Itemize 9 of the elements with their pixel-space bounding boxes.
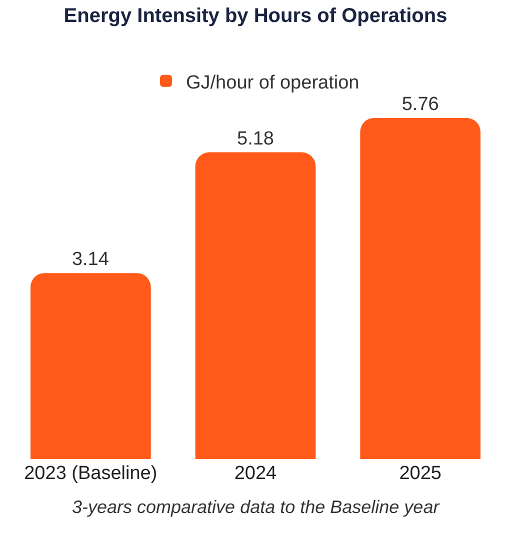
- data-label: 5.18: [237, 128, 274, 150]
- text: 3-years comparative data to the Baseline year: [72, 497, 440, 517]
- data-label: 5.76: [402, 94, 439, 115]
- x-tick-label: 2023 (Baseline): [24, 463, 158, 484]
- x-tick-label: 2025: [399, 463, 442, 484]
- chart-title: Energy Intensity by Hours of Operations: [64, 5, 448, 28]
- data-label: 3.14: [72, 249, 110, 270]
- x-tick-label: 2024: [234, 463, 278, 484]
- legend-label: GJ/hour of operation: [186, 72, 360, 94]
